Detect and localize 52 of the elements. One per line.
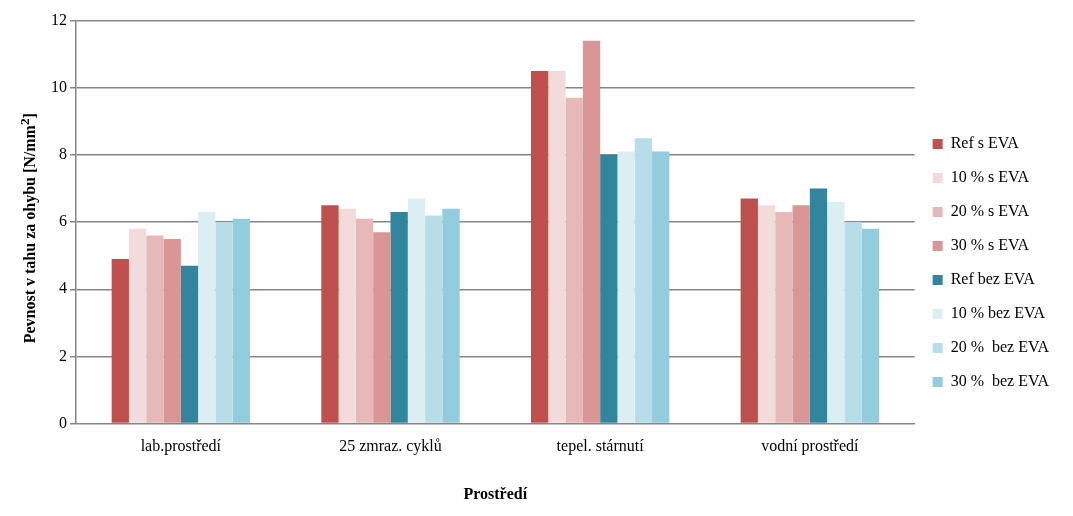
bar [600,154,618,423]
bar [355,218,374,423]
legend-label: Ref bez EVA [950,270,1036,288]
bar [844,222,862,423]
x-tick-label: vodní prostředí [761,437,860,456]
bar [757,205,776,423]
bar [827,201,845,423]
bar [548,70,566,423]
bar [146,235,164,423]
bar [373,232,391,423]
legend-label: 10 % bez EVA [950,304,1046,322]
y-tick-label: 0 [59,413,67,431]
bar [232,218,251,423]
y-tick-label: 10 [51,77,67,95]
legend-label: Ref s EVA [950,134,1020,152]
bar [652,151,670,423]
bar [617,151,635,423]
y-tick-label: 12 [51,10,67,28]
bar [128,228,147,423]
bar [198,212,216,423]
bar [321,205,339,423]
bar [407,198,426,423]
bar [861,228,880,423]
bar [792,205,810,423]
legend-label: 20 % bez EVA [950,338,1050,356]
legend-label: 20 % s EVA [950,202,1030,220]
x-tick-label: lab.prostředí [140,437,222,456]
bar [740,198,758,423]
legend-label: 30 % s EVA [950,236,1030,254]
x-axis-title: Prostředí [463,484,528,502]
bar [215,222,233,423]
x-tick-label: 25 zmraz. cyklů [339,437,442,456]
bar [809,188,828,423]
bar [634,138,653,423]
bar [390,212,408,423]
bar [163,238,181,423]
bar [775,212,793,423]
y-tick-label: 6 [59,212,67,230]
legend-label: 30 % bez EVA [950,372,1050,390]
bar [425,215,443,423]
bar [442,208,460,423]
bar [530,70,549,423]
bar [565,97,583,423]
bar [338,208,356,423]
y-tick-label: 8 [59,145,67,163]
y-tick-label: 4 [59,279,67,297]
x-tick-label: tepel. stárnutí [556,437,645,456]
y-tick-label: 2 [59,346,67,364]
legend-label: 10 % s EVA [950,168,1030,186]
bar [111,259,129,423]
bar [582,40,601,423]
bar [180,265,199,423]
